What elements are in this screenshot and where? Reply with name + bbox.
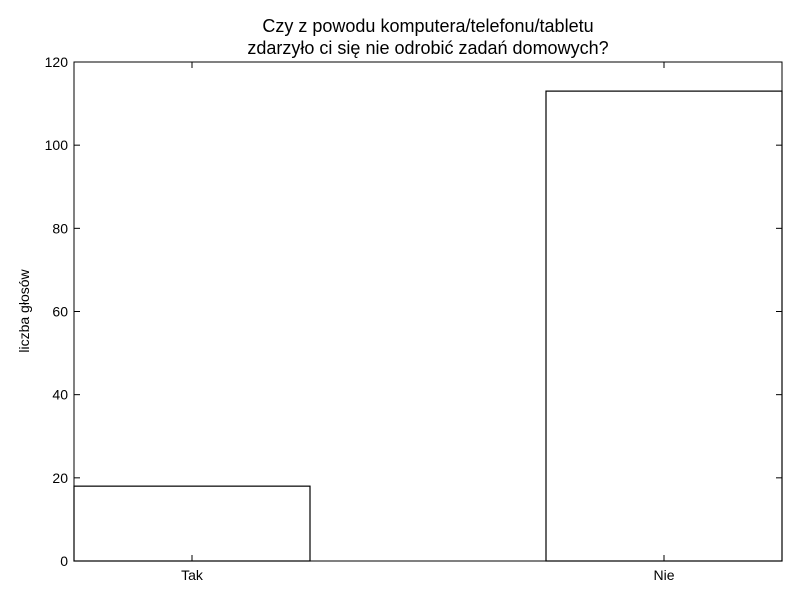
y-tick-label: 60	[52, 304, 68, 320]
x-axis-ticks: Tak Nie	[181, 62, 675, 583]
bar-nie	[545, 90, 783, 562]
y-tick-label: 40	[52, 387, 68, 403]
y-tick-label: 20	[52, 470, 68, 486]
y-tick-label: 80	[52, 220, 68, 236]
y-axis-ticks: 0 20 40 60 80 100 120	[45, 54, 782, 569]
x-tick-label: Nie	[653, 567, 674, 583]
y-tick-label: 120	[45, 54, 69, 70]
chart-title-line-2: zdarzyło ci się nie odrobić zadań domowy…	[247, 38, 608, 58]
bar-tak	[73, 485, 311, 562]
y-tick-label: 100	[45, 137, 69, 153]
x-tick-label: Tak	[181, 567, 204, 583]
y-tick-label: 0	[60, 553, 68, 569]
chart-title-line-1: Czy z powodu komputera/telefonu/tabletu	[262, 16, 593, 36]
bars-group	[73, 90, 783, 562]
y-axis-label: liczba głosów	[16, 268, 32, 352]
